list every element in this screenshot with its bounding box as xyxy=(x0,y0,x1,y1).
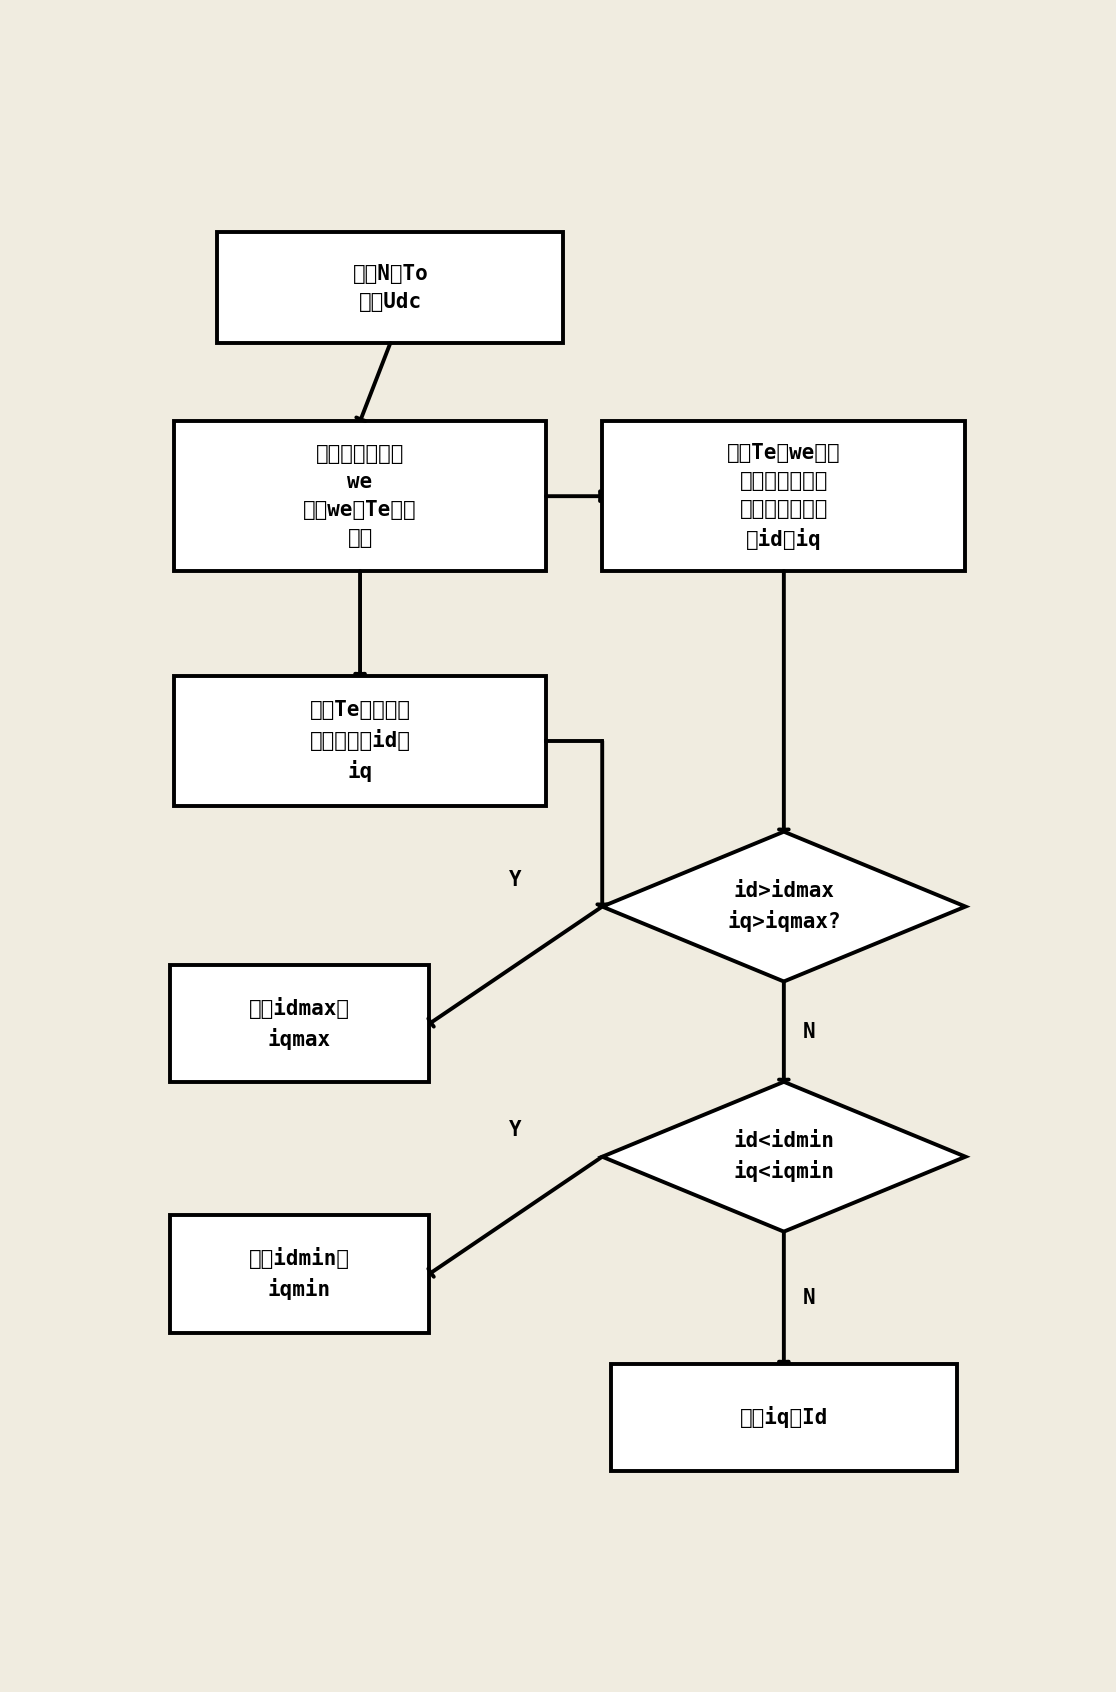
FancyBboxPatch shape xyxy=(174,421,546,572)
Text: id<idmin
iq<iqmin: id<idmin iq<iqmin xyxy=(733,1132,835,1183)
Text: Y: Y xyxy=(509,870,522,890)
Polygon shape xyxy=(603,832,965,981)
Text: 根据Te、we确定
四个点，进行二
次线性差居，得
到id、iq: 根据Te、we确定 四个点，进行二 次线性差居，得 到id、iq xyxy=(727,443,840,550)
FancyBboxPatch shape xyxy=(218,232,564,343)
Text: Y: Y xyxy=(509,1120,522,1140)
Text: 输出idmax、
iqmax: 输出idmax、 iqmax xyxy=(249,997,350,1051)
Text: 输出iq、Id: 输出iq、Id xyxy=(740,1406,828,1428)
Polygon shape xyxy=(603,1081,965,1232)
FancyBboxPatch shape xyxy=(170,1215,430,1333)
FancyBboxPatch shape xyxy=(603,421,965,572)
Text: N: N xyxy=(802,1288,816,1308)
Text: id>idmax
iq>iqmax?: id>idmax iq>iqmax? xyxy=(727,882,840,932)
FancyBboxPatch shape xyxy=(170,964,430,1083)
Text: 输出idmin、
iqmin: 输出idmin、 iqmin xyxy=(249,1247,350,1301)
Text: 根据Te，查出最
大和最小的id、
iq: 根据Te，查出最 大和最小的id、 iq xyxy=(309,700,411,782)
Text: 计算所在表格的
we
根据we和Te进行
查表: 计算所在表格的 we 根据we和Te进行 查表 xyxy=(304,445,417,548)
FancyBboxPatch shape xyxy=(610,1364,956,1470)
Text: N: N xyxy=(802,1022,816,1042)
FancyBboxPatch shape xyxy=(174,677,546,807)
Text: 给定N、To
测量Udc: 给定N、To 测量Udc xyxy=(353,264,429,311)
